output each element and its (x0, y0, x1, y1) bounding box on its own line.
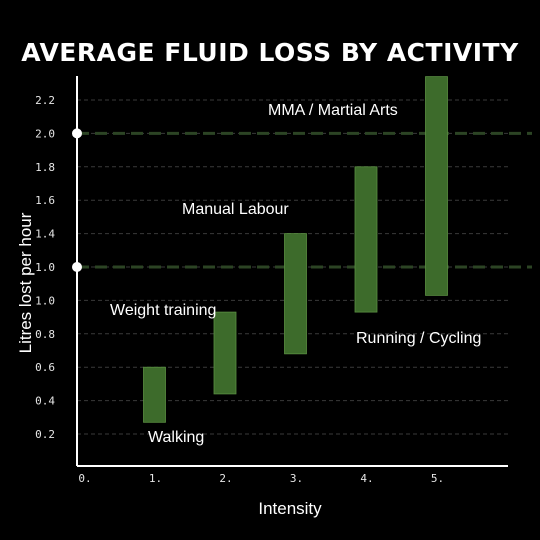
y-tick-label: 2.0 (35, 127, 55, 140)
bar (284, 233, 307, 355)
bar-label: Weight training (110, 302, 216, 319)
y-tick-label: 0.8 (35, 328, 55, 341)
y-tick-label: 1.8 (35, 161, 55, 174)
y-tick-label: 0.6 (35, 361, 55, 374)
y-tick-label: 1.0 (35, 294, 55, 307)
bar-label: Manual Labour (182, 201, 289, 218)
x-tick-label: 5. (431, 472, 444, 485)
x-tick-label: 4. (360, 472, 373, 485)
bar-label: Running / Cycling (356, 330, 481, 347)
y-tick-label: 1.6 (35, 194, 55, 207)
bar (213, 311, 237, 395)
reference-marker (72, 128, 82, 139)
x-tick-label: 0. (78, 472, 91, 485)
y-tick-label: 1.0 (35, 261, 55, 274)
reference-marker (72, 262, 82, 272)
bar-label: MMA / Martial Arts (268, 102, 398, 119)
bar (143, 366, 166, 423)
bar (425, 76, 448, 296)
y-tick-label: 2.2 (35, 94, 55, 107)
y-tick-label: 1.4 (35, 228, 55, 241)
bar (354, 166, 378, 313)
bar-label: Walking (148, 429, 204, 446)
y-tick-label: 0.4 (35, 395, 55, 408)
chart-title: AVERAGE FLUID LOSS BY ACTIVITY (21, 38, 519, 67)
x-tick-label: 2. (219, 472, 232, 485)
x-axis-label: Intensity (258, 499, 322, 518)
x-tick-label: 1. (149, 472, 162, 485)
y-axis-label: Litres lost per hour (16, 212, 35, 353)
x-tick-label: 3. (290, 472, 303, 485)
y-tick-label: 0.2 (35, 428, 55, 441)
